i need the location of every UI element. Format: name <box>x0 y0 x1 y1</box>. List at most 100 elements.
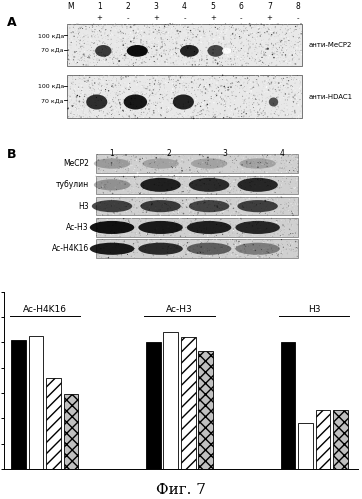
Point <box>80 32 86 40</box>
Point <box>116 37 122 45</box>
Point <box>289 168 295 176</box>
Point <box>219 245 224 252</box>
Point <box>198 200 204 208</box>
Point <box>156 182 162 190</box>
Point <box>230 21 236 29</box>
Point <box>148 91 154 99</box>
Point <box>253 155 259 163</box>
Point <box>166 87 172 95</box>
Point <box>106 204 112 212</box>
Point <box>183 83 189 91</box>
Point <box>251 188 256 196</box>
Point <box>86 58 92 66</box>
Point <box>144 238 150 246</box>
Point <box>173 239 178 247</box>
Point <box>104 203 110 211</box>
Point <box>256 200 262 208</box>
Point <box>167 173 173 181</box>
Point <box>230 159 235 167</box>
Point <box>174 176 180 184</box>
Point <box>190 23 196 31</box>
Point <box>215 53 221 61</box>
Point <box>225 184 231 192</box>
Point <box>217 54 223 62</box>
Point <box>224 109 230 117</box>
Point <box>207 98 213 106</box>
Point <box>200 94 206 102</box>
Point <box>116 185 122 193</box>
Point <box>284 80 290 88</box>
Point <box>207 101 213 109</box>
Point <box>195 237 201 245</box>
Point <box>257 32 263 40</box>
Point <box>175 210 181 218</box>
Point <box>166 250 172 257</box>
Point <box>184 94 190 102</box>
Point <box>204 204 210 212</box>
Point <box>245 243 251 250</box>
Point <box>271 246 277 253</box>
Point <box>140 107 146 115</box>
Point <box>251 107 257 115</box>
Point <box>217 81 223 89</box>
Point <box>208 89 214 97</box>
Point <box>231 183 237 191</box>
Point <box>194 195 200 203</box>
Point <box>290 153 296 161</box>
Point <box>235 109 241 117</box>
Point <box>211 111 217 119</box>
Point <box>272 86 278 94</box>
Point <box>139 96 144 104</box>
Point <box>122 177 128 185</box>
Point <box>136 189 142 197</box>
Point <box>272 187 278 195</box>
Point <box>202 48 207 56</box>
Point <box>270 48 275 56</box>
Point <box>75 51 81 59</box>
Point <box>99 218 105 226</box>
Point <box>231 80 237 88</box>
Point <box>107 31 113 39</box>
Point <box>108 84 113 92</box>
Point <box>165 180 171 188</box>
Point <box>148 205 154 213</box>
Point <box>261 58 267 66</box>
Point <box>97 243 103 251</box>
Point <box>120 193 126 201</box>
Point <box>94 98 100 106</box>
Point <box>76 52 82 60</box>
Point <box>264 201 270 209</box>
Point <box>186 24 192 32</box>
Point <box>273 41 279 49</box>
Point <box>96 81 102 89</box>
Point <box>250 100 256 108</box>
Point <box>196 240 202 248</box>
Point <box>195 160 201 168</box>
Point <box>282 23 288 31</box>
Point <box>145 48 151 56</box>
Point <box>132 21 138 29</box>
Point <box>151 40 157 48</box>
Point <box>178 199 184 207</box>
Point <box>100 102 105 110</box>
Point <box>205 38 211 46</box>
Point <box>68 86 73 94</box>
Point <box>213 198 219 206</box>
Point <box>239 173 244 181</box>
Point <box>125 51 130 59</box>
Point <box>96 159 102 167</box>
Point <box>141 43 147 51</box>
Point <box>207 176 213 184</box>
Point <box>228 200 234 208</box>
Point <box>98 220 104 228</box>
Point <box>239 181 245 189</box>
Point <box>236 201 242 209</box>
Point <box>271 74 277 82</box>
Point <box>69 75 75 83</box>
Point <box>215 113 221 121</box>
Point <box>207 75 213 83</box>
Point <box>83 54 89 62</box>
Point <box>122 172 128 180</box>
Point <box>186 211 192 219</box>
Point <box>137 199 143 207</box>
